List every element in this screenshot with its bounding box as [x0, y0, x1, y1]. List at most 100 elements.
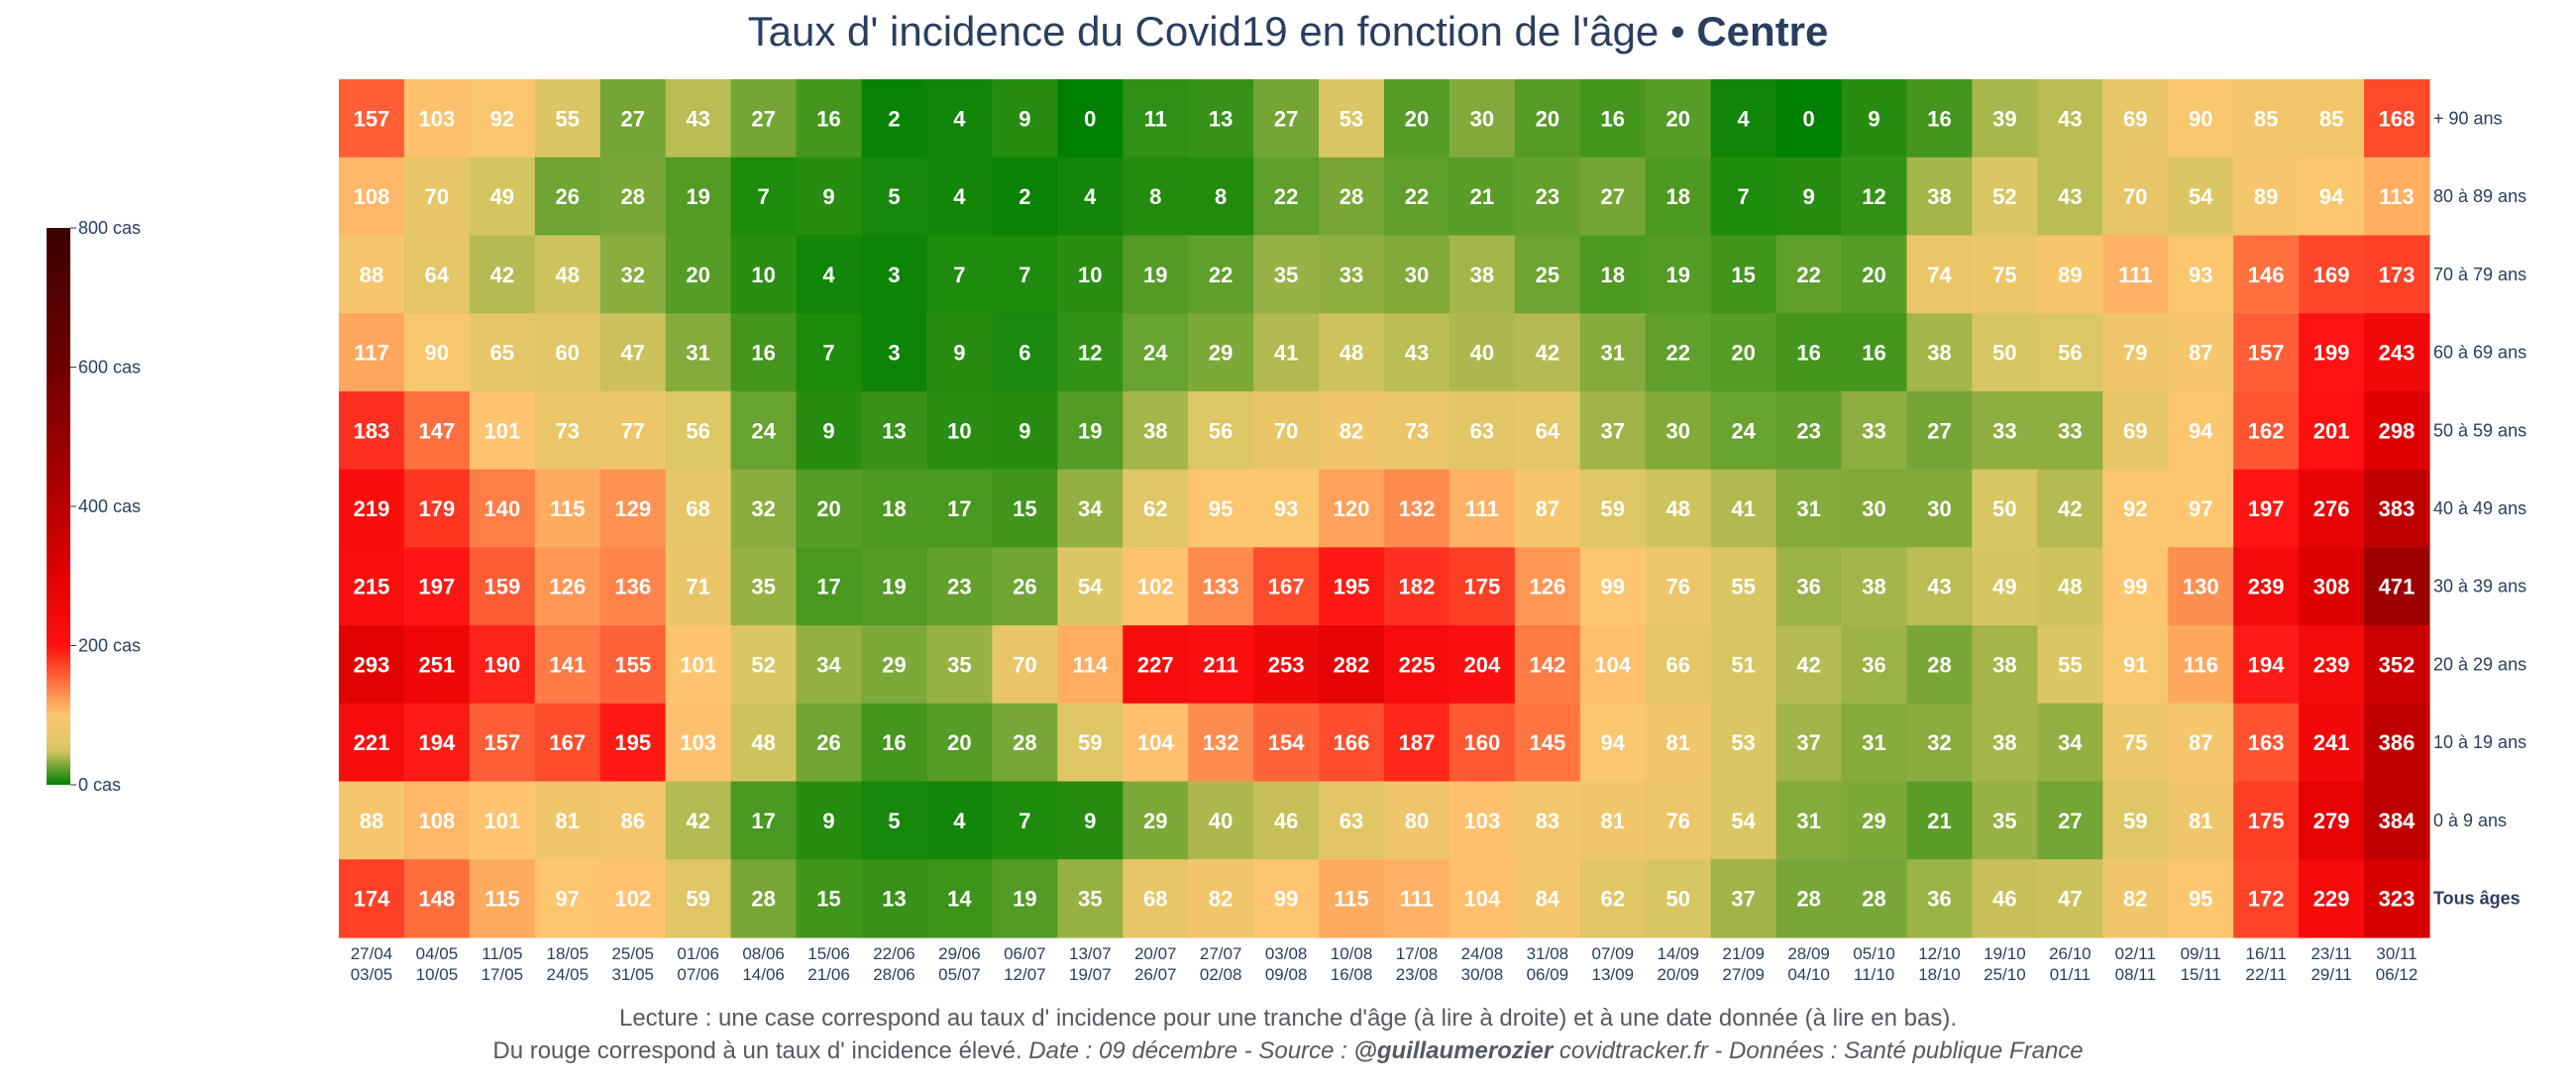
heatmap-cell-value: 19 — [882, 575, 906, 600]
heatmap-cell — [403, 235, 471, 314]
heatmap-cell — [599, 703, 667, 783]
heatmap-cell-value: 26 — [1013, 575, 1036, 600]
heatmap-cell — [469, 781, 536, 860]
heatmap-cell-value: 225 — [1399, 652, 1436, 677]
heatmap-cell-value: 59 — [686, 887, 709, 912]
heatmap-cell — [1384, 157, 1450, 237]
heatmap-cell — [1253, 157, 1320, 237]
heatmap-cell-value: 30 — [1405, 263, 1429, 287]
heatmap-cell — [861, 625, 928, 705]
heatmap-cell — [1841, 235, 1908, 314]
heatmap-cell — [1123, 625, 1189, 705]
chart-title: Taux d' incidence du Covid19 en fonction… — [0, 8, 2576, 55]
heatmap-cell — [1841, 781, 1908, 860]
heatmap-cell-value: 85 — [2254, 106, 2278, 131]
heatmap-cell — [1057, 157, 1124, 237]
footer-author: @guillaumerozier — [1353, 1037, 1554, 1064]
row-label: 30 à 39 ans — [2433, 577, 2526, 597]
heatmap-cell — [2037, 859, 2103, 938]
heatmap-cell — [1253, 781, 1320, 860]
heatmap-cell-value: 43 — [686, 106, 709, 131]
heatmap-cell — [1449, 79, 1516, 159]
heatmap-cell-value: 59 — [2123, 809, 2147, 833]
heatmap-cell — [1645, 625, 1712, 705]
heatmap-cell — [992, 781, 1058, 860]
heatmap-cell — [1253, 390, 1320, 471]
heatmap-cell — [1188, 157, 1254, 237]
heatmap-cell — [2102, 547, 2169, 626]
heatmap-cell-value: 12 — [1078, 341, 1102, 366]
heatmap-cell-value: 169 — [2313, 263, 2350, 287]
heatmap-cell-value: 87 — [1536, 496, 1559, 521]
heatmap-cell-value: 194 — [2248, 652, 2285, 677]
heatmap-cell-value: 8 — [1215, 184, 1227, 209]
heatmap-cell — [2364, 859, 2430, 938]
heatmap-cell-value: 104 — [1594, 652, 1631, 677]
heatmap-cell — [665, 390, 732, 471]
heatmap-cell-value: 28 — [1796, 887, 1820, 912]
heatmap-cell — [1514, 781, 1581, 860]
heatmap-cell — [1775, 313, 1843, 392]
heatmap-cell — [1057, 235, 1124, 314]
heatmap-cell-value: 47 — [620, 341, 644, 366]
column-tick-label: 09/08 — [1265, 965, 1308, 984]
heatmap-cell — [2364, 547, 2430, 626]
heatmap-cell — [796, 235, 863, 314]
heatmap-cell — [992, 313, 1058, 392]
heatmap-cell — [1057, 703, 1124, 783]
column-tick-label: 13/09 — [1592, 965, 1635, 984]
heatmap-cell-value: 384 — [2379, 809, 2415, 833]
heatmap-cell — [1319, 79, 1385, 159]
heatmap-cell — [1710, 313, 1777, 392]
heatmap-cell — [1057, 547, 1124, 626]
heatmap-cell-value: 136 — [614, 575, 651, 600]
heatmap-cell — [1775, 79, 1843, 159]
heatmap-cell — [992, 79, 1058, 159]
heatmap-cell — [1057, 859, 1124, 938]
heatmap-cell-value: 145 — [1529, 730, 1565, 755]
column-tick-label: 11/10 — [1854, 965, 1894, 984]
heatmap-cell — [1123, 79, 1189, 159]
heatmap-cell — [1253, 859, 1320, 938]
heatmap-cell-value: 179 — [419, 496, 456, 521]
heatmap-cell-value: 69 — [2123, 418, 2147, 443]
heatmap-cell-value: 23 — [1536, 184, 1559, 209]
column-tick-label: 20/07 — [1134, 944, 1177, 963]
heatmap-cell-value: 276 — [2313, 496, 2350, 521]
heatmap-cell-value: 102 — [1137, 575, 1174, 600]
heatmap-cell-value: 90 — [425, 341, 449, 366]
heatmap-cell — [2364, 390, 2430, 471]
heatmap-cell-value: 221 — [354, 730, 390, 755]
column-tick-label: 23/11 — [2310, 944, 2351, 963]
heatmap-cell-value: 38 — [1927, 184, 1951, 209]
heatmap-cell-value: 30 — [1862, 496, 1885, 521]
heatmap-cell — [926, 390, 993, 471]
heatmap-cell — [469, 157, 536, 237]
heatmap-cell — [1579, 625, 1647, 705]
heatmap-cell — [2364, 781, 2430, 860]
row-label: 60 à 69 ans — [2433, 343, 2526, 363]
heatmap-cell-value: 215 — [354, 575, 390, 600]
heatmap-cell — [2037, 157, 2103, 237]
heatmap-cell-value: 15 — [1013, 496, 1036, 521]
heatmap-cell — [534, 313, 601, 392]
heatmap-cell-value: 39 — [1992, 106, 2016, 131]
heatmap-cell-value: 29 — [882, 652, 906, 677]
heatmap-cell — [1972, 859, 2038, 938]
heatmap-cell-value: 211 — [1203, 652, 1238, 677]
heatmap-cell-value: 46 — [1992, 887, 2016, 912]
heatmap-cell — [1645, 859, 1712, 938]
heatmap-cell-value: 68 — [686, 496, 709, 521]
heatmap-cell-value: 29 — [1862, 809, 1885, 833]
heatmap-cell — [665, 703, 732, 783]
column-tick-label: 25/05 — [611, 944, 654, 963]
heatmap-cell-value: 27 — [751, 106, 775, 131]
heatmap-cell — [1841, 313, 1908, 392]
heatmap-cell-value: 70 — [2123, 184, 2147, 209]
heatmap-cell-value: 59 — [1078, 730, 1102, 755]
heatmap-cell — [1972, 547, 2038, 626]
heatmap-cell-value: 42 — [490, 263, 514, 287]
heatmap-cell — [796, 781, 863, 860]
heatmap-cell-value: 7 — [1019, 809, 1030, 833]
heatmap-cell-value: 99 — [2123, 575, 2147, 600]
